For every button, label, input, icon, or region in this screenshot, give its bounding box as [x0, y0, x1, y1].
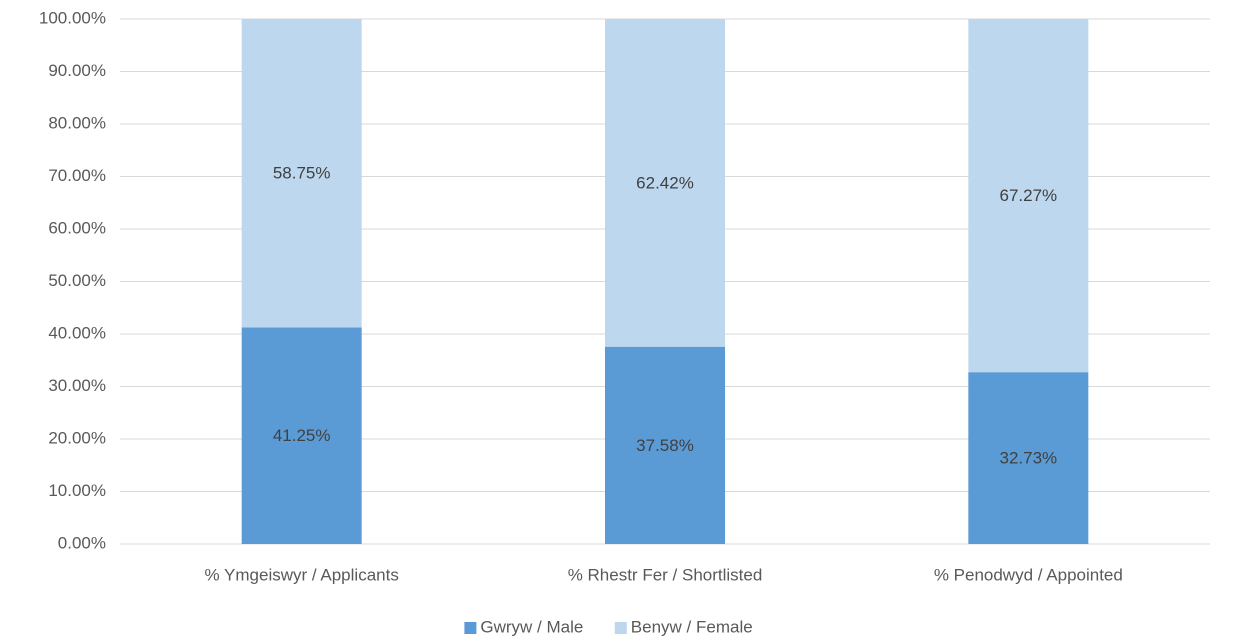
legend-label: Benyw / Female [631, 617, 753, 636]
data-label: 37.58% [636, 436, 694, 455]
y-tick-label: 90.00% [48, 61, 106, 80]
legend-swatch [464, 622, 477, 634]
data-label: 67.27% [999, 186, 1057, 205]
y-tick-label: 80.00% [48, 113, 106, 132]
x-tick-label: % Penodwyd / Appointed [934, 565, 1123, 584]
y-tick-label: 0.00% [58, 533, 106, 552]
x-tick-label: % Rhestr Fer / Shortlisted [568, 565, 763, 584]
y-tick-label: 20.00% [48, 428, 106, 447]
y-tick-label: 10.00% [48, 481, 106, 500]
y-tick-label: 40.00% [48, 323, 106, 342]
data-label: 41.25% [273, 426, 331, 445]
data-label: 32.73% [999, 449, 1057, 468]
y-tick-label: 100.00% [39, 8, 106, 27]
bar [605, 19, 725, 347]
legend-swatch [614, 622, 627, 634]
bar [241, 327, 362, 544]
legend-label: Gwryw / Male [480, 617, 583, 636]
data-label: 62.42% [636, 173, 694, 192]
x-tick-label: % Ymgeiswyr / Applicants [205, 565, 399, 584]
bar [605, 346, 725, 544]
y-tick-label: 70.00% [48, 166, 106, 185]
bar [968, 19, 1089, 373]
bar [241, 19, 362, 328]
y-tick-label: 50.00% [48, 271, 106, 290]
bar [968, 372, 1089, 544]
y-tick-label: 30.00% [48, 376, 106, 395]
y-tick-label: 60.00% [48, 218, 106, 237]
data-label: 58.75% [273, 164, 331, 183]
